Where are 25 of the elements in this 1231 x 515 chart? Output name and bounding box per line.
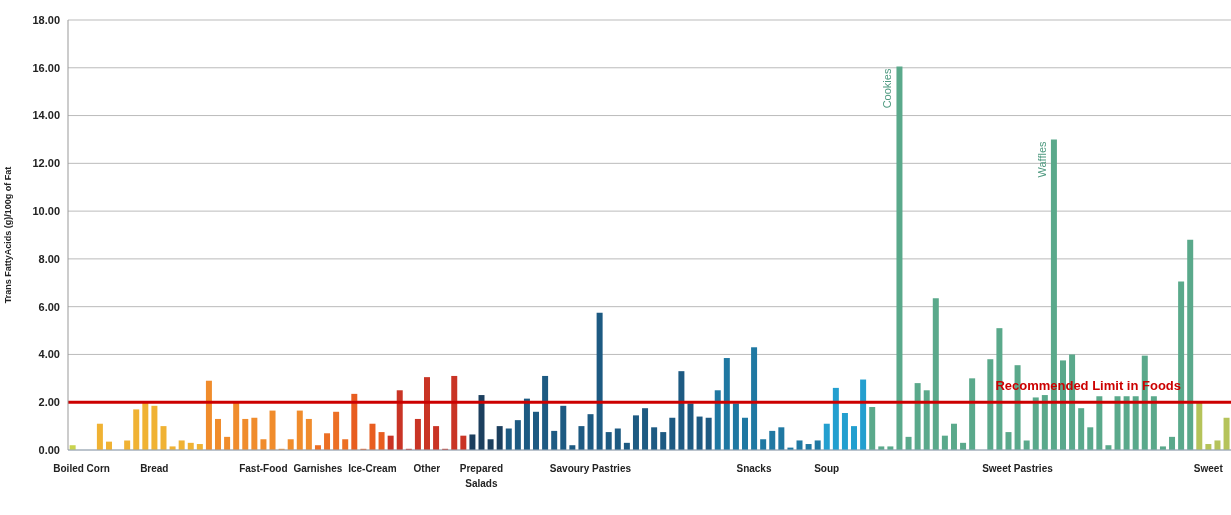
x-tick-label: Savoury Pastries [549,463,632,474]
y-tick-label: 14.00 [32,109,60,122]
y-tick-label: 12.00 [32,157,60,170]
y-tick-label: 18.00 [32,13,60,26]
y-tick-label: 2.00 [38,396,60,409]
y-tick-label: 6.00 [38,300,60,313]
y-axis-title: Trans FattyAcids (g)/100g of Fat [3,166,14,304]
x-tick-label: Other [413,463,441,474]
x-tick-label: Bread [140,463,169,474]
y-tick-label: 8.00 [38,252,60,265]
x-tick-label: Boiled Corn [53,463,110,474]
x-tick-label: Ice-Cream [348,463,397,474]
x-tick-label: Snacks [736,463,772,474]
y-tick-label: 4.00 [38,348,60,361]
annotation: Cookies [881,68,894,109]
annotation: Waffles [1035,140,1048,178]
x-tick-label: Fast-Food [239,463,288,474]
x-tick-label: Sweet Pastries [982,463,1054,474]
x-tick-label: Soup [814,463,840,474]
y-tick-label: 10.00 [32,205,60,218]
x-tick-label: Prepared Salads [459,463,504,489]
x-tick-label: Garnishes [293,463,343,474]
y-tick-label: 0.00 [38,443,60,456]
x-tick-label: Sweet [1193,463,1224,474]
y-tick-label: 16.00 [32,61,60,74]
